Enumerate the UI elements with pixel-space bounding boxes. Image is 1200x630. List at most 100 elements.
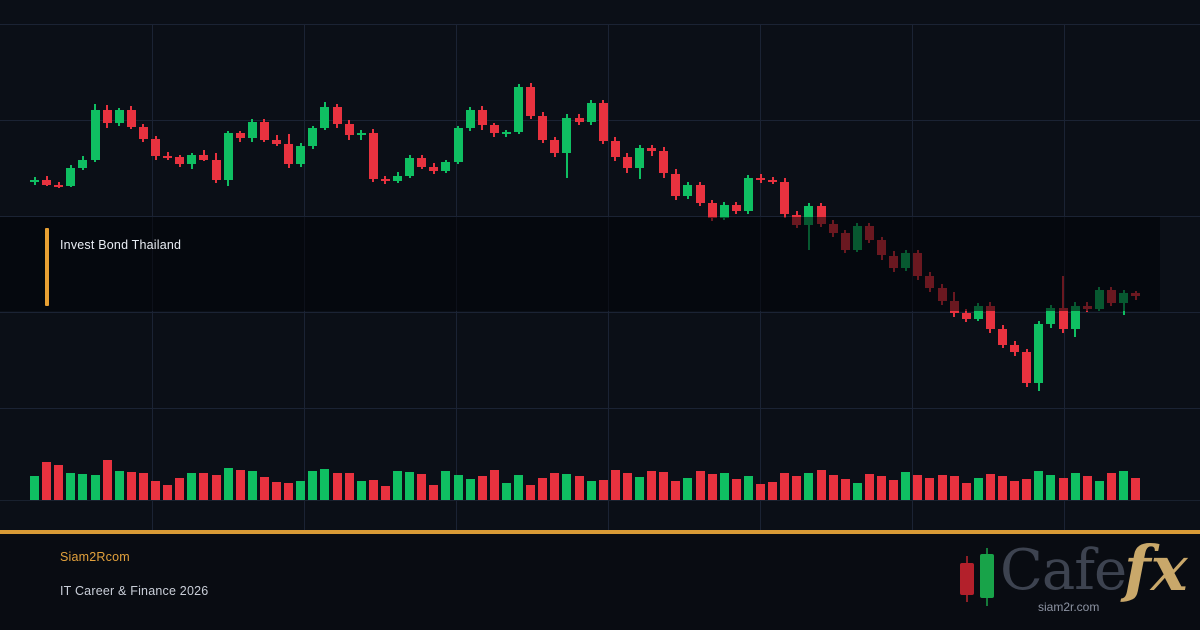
candlestick — [54, 0, 64, 530]
volume-baseline — [0, 500, 1200, 501]
volume-bar — [175, 477, 185, 500]
volume-bar — [659, 472, 669, 500]
volume-bar — [78, 473, 88, 500]
candlestick — [247, 0, 257, 530]
volume-bar — [453, 474, 463, 500]
gridline-horizontal — [0, 408, 1200, 409]
candle-body — [211, 160, 221, 181]
candle-body — [562, 117, 572, 153]
candle-body — [30, 180, 39, 183]
volume-bar — [199, 473, 209, 500]
candlestick — [393, 0, 402, 530]
candlestick — [1010, 0, 1020, 530]
annotation-label: Invest Bond Thailand — [60, 238, 182, 252]
candle-body — [296, 145, 306, 165]
candlestick — [296, 0, 306, 530]
candlestick — [332, 0, 342, 530]
volume-bar — [356, 481, 366, 500]
candlestick — [138, 0, 148, 530]
candlestick — [985, 0, 995, 530]
candle-body — [1034, 324, 1044, 383]
candlestick — [1022, 0, 1032, 530]
candle-body — [54, 184, 64, 187]
candlestick — [598, 0, 608, 530]
volume-bar — [768, 482, 778, 500]
candle-body — [816, 206, 826, 224]
candle-body — [683, 184, 693, 196]
volume-bar — [1022, 478, 1032, 500]
candle-body — [1058, 307, 1068, 330]
candlestick — [635, 0, 644, 530]
candle-body — [731, 205, 741, 212]
candle-body — [985, 305, 995, 330]
volume-bar — [756, 483, 765, 500]
candle-body — [659, 151, 669, 174]
candle-body — [417, 157, 427, 167]
volume-bar — [417, 473, 427, 500]
volume-bar — [889, 479, 899, 500]
candlestick — [284, 0, 294, 530]
gridline-horizontal — [0, 216, 1200, 217]
candle-body — [1022, 352, 1032, 383]
candle-body — [284, 143, 294, 165]
candle-body — [308, 128, 318, 146]
candle-body — [138, 126, 148, 140]
volume-bar — [514, 475, 523, 500]
candle-body — [489, 125, 499, 134]
volume-bar — [102, 460, 112, 500]
candle-body — [272, 139, 281, 144]
candle-body — [102, 109, 112, 123]
candlestick — [368, 0, 378, 530]
candlestick — [1034, 0, 1044, 530]
candle-body — [66, 168, 76, 186]
candlestick — [441, 0, 451, 530]
candlestick — [429, 0, 439, 530]
candlestick — [175, 0, 185, 530]
candle-body — [1010, 344, 1020, 353]
gridline-horizontal — [0, 312, 1200, 313]
gridline-horizontal — [0, 24, 1200, 25]
candlestick — [961, 0, 971, 530]
candle-body — [780, 181, 790, 215]
candlestick — [731, 0, 741, 530]
candlestick — [78, 0, 88, 530]
volume-bar — [30, 476, 39, 500]
candle-body — [550, 139, 560, 153]
candle-body — [647, 148, 657, 152]
candlestick — [550, 0, 560, 530]
volume-bar — [598, 479, 608, 500]
volume-bar — [840, 478, 850, 500]
candle-body — [598, 102, 608, 141]
logo-subtext: siam2r.com — [1038, 600, 1100, 614]
volume-bar — [816, 469, 826, 500]
candlestick-chart[interactable]: Invest Bond Thailand — [0, 0, 1200, 530]
candle-body — [465, 109, 475, 129]
volume-bar — [259, 477, 269, 500]
volume-bar — [925, 477, 935, 500]
volume-bar — [42, 461, 52, 500]
candle-body — [635, 148, 644, 168]
candle-body — [429, 166, 439, 172]
candle-body — [526, 87, 536, 117]
volume-bar — [973, 477, 983, 500]
candlestick — [199, 0, 209, 530]
volume-bar — [138, 473, 148, 500]
candle-body — [756, 177, 765, 181]
volume-bar — [1046, 474, 1056, 500]
candlestick — [66, 0, 76, 530]
candlestick — [90, 0, 100, 530]
volume-bar — [332, 472, 342, 500]
volume-bar — [393, 470, 402, 500]
candle-body — [707, 203, 717, 218]
volume-bar — [1119, 470, 1128, 500]
candle-body — [223, 133, 233, 181]
candlestick — [562, 0, 572, 530]
volume-bar — [308, 471, 318, 500]
candle-body — [320, 107, 330, 129]
volume-bar — [635, 477, 644, 500]
candle-body — [380, 179, 390, 182]
candle-wick — [166, 152, 169, 160]
candlestick — [695, 0, 705, 530]
volume-bar — [828, 475, 838, 500]
